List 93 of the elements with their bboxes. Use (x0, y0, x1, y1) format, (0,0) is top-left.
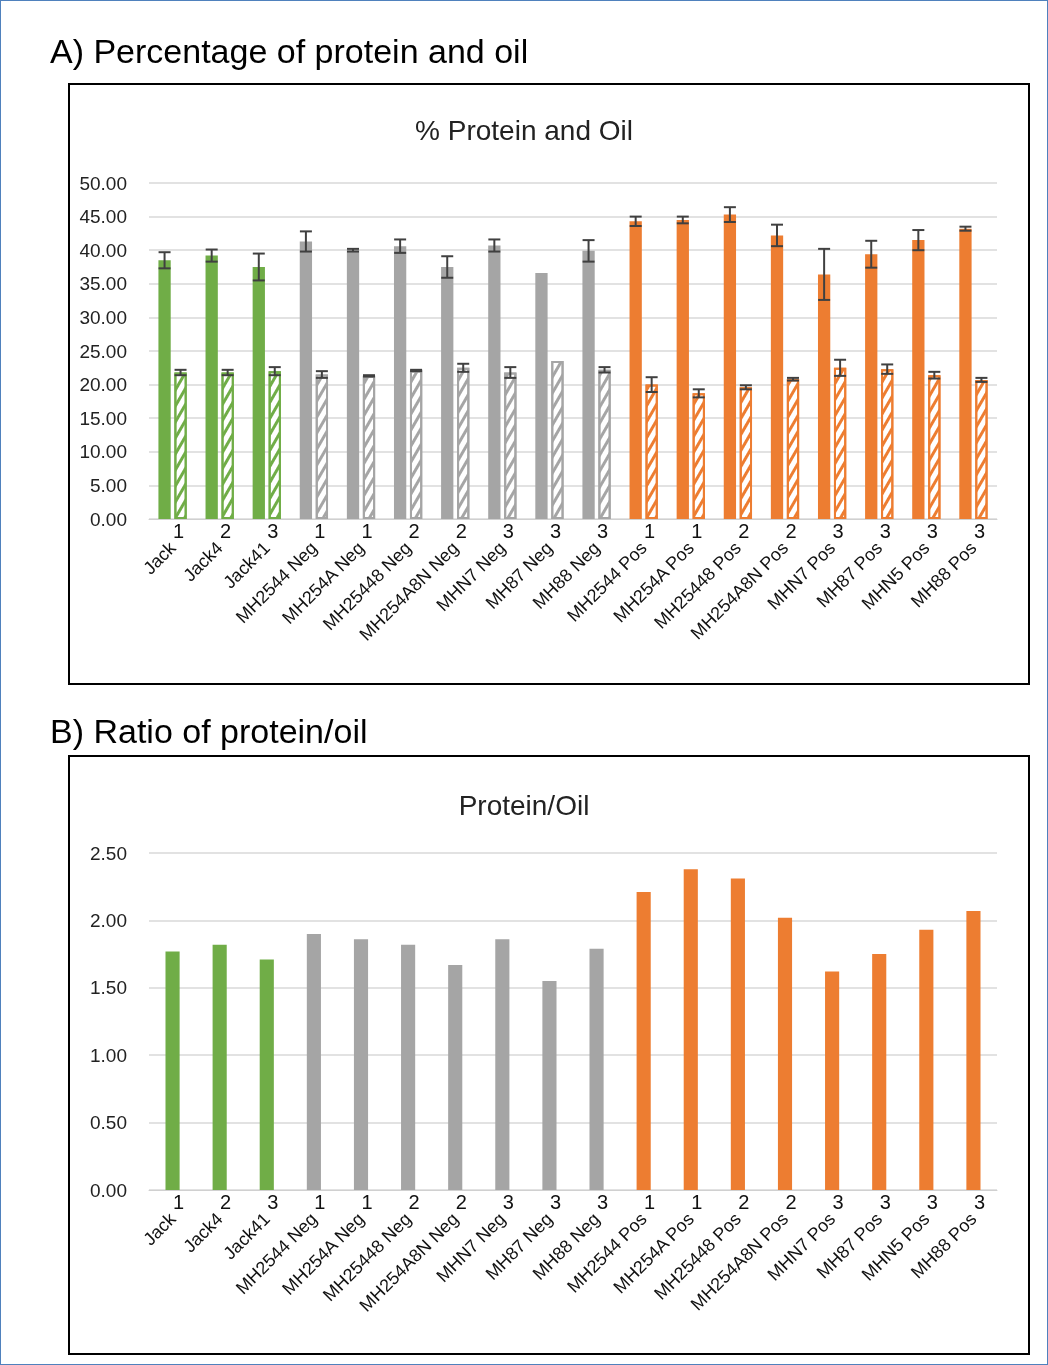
bar (730, 878, 745, 1190)
text: 1 (644, 520, 656, 542)
bar (676, 219, 689, 519)
y-tick-label: 50.00 (79, 172, 127, 194)
text: 3 (879, 1191, 891, 1213)
bar (212, 944, 227, 1190)
bar (919, 929, 934, 1190)
y-tick-label: 2.00 (90, 909, 127, 931)
bar (401, 944, 416, 1190)
bar (817, 274, 831, 519)
bar (306, 933, 321, 1190)
bar (353, 939, 369, 1190)
text: 3 (879, 520, 891, 542)
text: 2 (220, 1191, 232, 1213)
text: 3 (973, 520, 986, 542)
y-tick-label: 1.50 (90, 977, 127, 999)
bar (777, 917, 793, 1190)
y-tick-label: 0.50 (90, 1112, 127, 1134)
bar (488, 245, 501, 519)
text: 3 (502, 1191, 514, 1213)
bar (535, 273, 548, 519)
bar (636, 892, 651, 1190)
text: 2 (455, 1191, 467, 1213)
bar (582, 250, 595, 519)
text: 1 (361, 1191, 373, 1213)
y-tick-label: 35.00 (79, 273, 127, 295)
text: 3 (973, 1191, 986, 1213)
y-tick-label: 1.00 (90, 1044, 127, 1066)
bar (629, 221, 642, 519)
y-tick-label: 10.00 (79, 441, 127, 463)
bar (393, 246, 407, 519)
text: 3 (596, 520, 609, 542)
bar (966, 910, 981, 1190)
bar (825, 971, 840, 1190)
y-tick-label: 15.00 (79, 407, 127, 429)
text: 3 (832, 1191, 844, 1213)
y-tick-label: 20.00 (79, 374, 127, 396)
text: 3 (502, 520, 514, 542)
text: 2 (220, 520, 232, 542)
y-tick-label: 0.00 (90, 1179, 127, 1201)
bar (959, 228, 972, 519)
y-tick-label: 5.00 (90, 474, 127, 496)
y-tick-label: 45.00 (79, 206, 127, 228)
text: 3 (549, 520, 562, 542)
text: 3 (549, 1191, 562, 1213)
chart-title: B) Ratio of protein/oil (50, 712, 368, 750)
bar (589, 948, 604, 1190)
bar (495, 939, 510, 1190)
y-tick-label: 2.50 (90, 842, 127, 864)
bar (723, 214, 737, 519)
text: 2 (785, 1191, 797, 1213)
bar (912, 240, 925, 519)
bar (259, 959, 274, 1190)
bar (542, 981, 557, 1190)
text: 1 (361, 520, 373, 542)
chart-subtitle: % Protein and Oil (415, 114, 633, 146)
text: 3 (267, 520, 279, 542)
chart-subtitle: Protein/Oil (458, 789, 590, 821)
bar (346, 250, 360, 519)
bar (252, 267, 265, 519)
text: 2 (408, 1191, 420, 1213)
bar (448, 964, 463, 1190)
y-tick-label: 40.00 (79, 239, 127, 261)
text: 3 (596, 1191, 609, 1213)
bar (299, 241, 313, 519)
y-tick-label: 30.00 (79, 306, 127, 328)
text: 2 (455, 520, 467, 542)
text: 2 (408, 520, 420, 542)
bar (205, 255, 218, 519)
bar (165, 951, 180, 1190)
chart-title: A) Percentage of protein and oil (50, 32, 529, 70)
text: 3 (267, 1191, 279, 1213)
y-tick-label: 25.00 (79, 340, 127, 362)
text: 1 (691, 520, 703, 542)
text: 1 (691, 1191, 703, 1213)
text: 2 (738, 520, 750, 542)
bar (770, 235, 784, 519)
bar (158, 260, 171, 519)
text: 1 (644, 1191, 656, 1213)
text: 3 (926, 520, 938, 542)
text: 1 (314, 520, 326, 542)
text: 1 (314, 1191, 326, 1213)
text: 3 (926, 1191, 938, 1213)
text: 1 (172, 520, 185, 542)
text: 2 (738, 1191, 750, 1213)
text: 2 (785, 520, 797, 542)
bar (865, 254, 878, 519)
bar (683, 869, 698, 1190)
y-tick-label: 0.00 (90, 508, 127, 530)
bar (872, 954, 887, 1190)
bar (441, 267, 454, 519)
text: 1 (172, 1191, 185, 1213)
text: 3 (832, 520, 844, 542)
